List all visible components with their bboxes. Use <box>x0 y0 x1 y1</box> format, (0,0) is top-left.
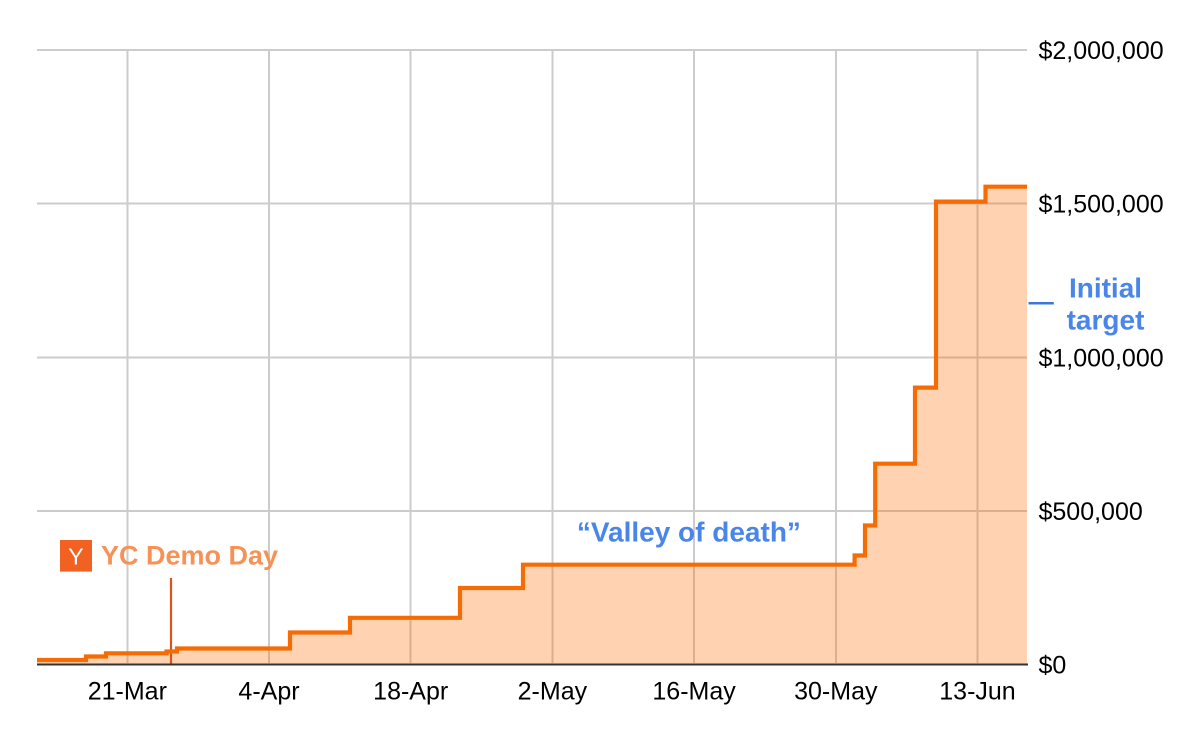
svg-text:“Valley of death”: “Valley of death” <box>577 517 801 548</box>
svg-text:13-Jun: 13-Jun <box>939 678 1015 706</box>
svg-text:30-May: 30-May <box>794 678 878 706</box>
svg-text:YC Demo Day: YC Demo Day <box>101 541 278 571</box>
svg-text:$1,000,000: $1,000,000 <box>1039 345 1164 373</box>
svg-text:Y: Y <box>68 544 83 570</box>
svg-text:$0: $0 <box>1039 652 1067 680</box>
svg-text:target: target <box>1067 305 1145 336</box>
svg-text:2-May: 2-May <box>518 678 588 706</box>
svg-text:$2,000,000: $2,000,000 <box>1039 37 1164 65</box>
svg-text:16-May: 16-May <box>652 678 736 706</box>
svg-text:18-Apr: 18-Apr <box>373 678 448 706</box>
svg-text:4-Apr: 4-Apr <box>238 678 299 706</box>
svg-text:21-Mar: 21-Mar <box>88 678 167 706</box>
svg-text:$500,000: $500,000 <box>1039 498 1143 526</box>
svg-text:$1,500,000: $1,500,000 <box>1039 191 1164 219</box>
svg-text:Initial: Initial <box>1069 273 1142 304</box>
